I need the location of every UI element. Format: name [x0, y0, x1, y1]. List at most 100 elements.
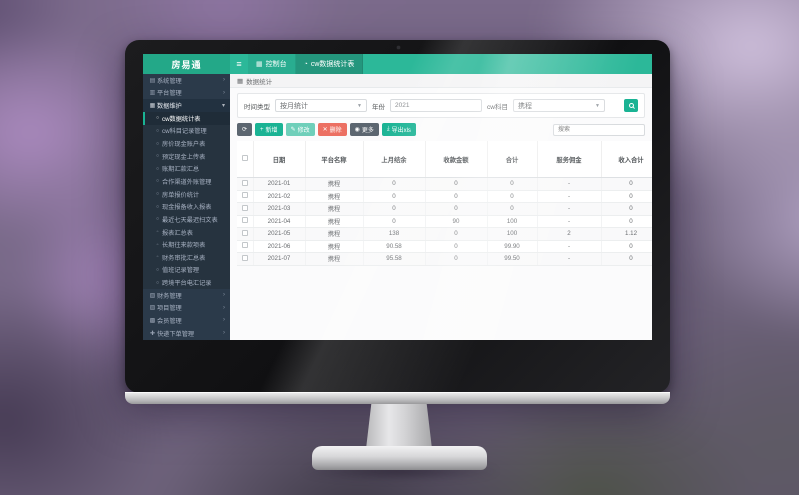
select-all-checkbox[interactable] — [241, 155, 248, 161]
app-logo: 房易通 — [143, 54, 230, 74]
sidebar-item[interactable]: ○ 值班记录管理 — [143, 263, 230, 277]
table-cell: 2021-06 — [253, 240, 306, 253]
sidebar-item-label: 系统管理 — [157, 77, 182, 85]
sidebar-item[interactable]: ▫ 报表汇总表 — [143, 225, 230, 239]
row-checkbox[interactable] — [241, 217, 248, 224]
sidebar-item[interactable]: ○ 跨境平台电汇记录 — [143, 276, 230, 289]
table-cell: 0 — [425, 227, 488, 241]
circle-icon: ○ — [155, 203, 160, 210]
table-cell: 0 — [487, 190, 538, 203]
edit-button[interactable]: ✎ 修改 — [285, 123, 315, 136]
circle-icon: ○ — [155, 115, 160, 122]
sidebar-item-label: 现金报备收入报表 — [162, 204, 212, 212]
app-header: 房易通 ≡ ▦ 控制台 ◔ cw数据统计表 — [143, 54, 652, 74]
row-checkbox[interactable] — [241, 254, 248, 261]
more-button[interactable]: ◉ 更多 — [349, 123, 379, 136]
filter-type-label: 时间类型 — [244, 103, 270, 111]
row-checkbox[interactable] — [241, 204, 248, 211]
circle-icon: ○ — [155, 153, 160, 160]
grid-icon: ▦ — [237, 77, 244, 85]
row-checkbox[interactable] — [241, 242, 248, 249]
table-cell: 95.58 — [363, 252, 426, 266]
export-button[interactable]: ⤓ 导出xls — [381, 123, 416, 136]
sidebar-item-label: 会员管理 — [157, 317, 182, 325]
webcam-icon — [396, 46, 400, 49]
sidebar-item[interactable]: ○ 合作渠道外账管理 — [143, 175, 230, 188]
table-cell: 2 — [537, 227, 602, 241]
year-input[interactable] — [390, 99, 482, 112]
sidebar-item-label: 项目管理 — [157, 305, 182, 313]
sidebar-item[interactable]: ○ 房价现金账户表 — [143, 137, 230, 150]
sidebar-item[interactable]: ○ 现金报备收入报表 — [143, 200, 230, 214]
table-cell: 携程 — [305, 190, 364, 203]
plus-button[interactable]: + 新增 — [255, 123, 283, 136]
select-all-header — [237, 141, 254, 178]
member-icon: ▩ — [149, 317, 156, 324]
table-cell: 0 — [363, 215, 426, 228]
delete-icon: ✕ — [322, 127, 328, 133]
refresh-button[interactable]: ⟳ — [237, 123, 253, 136]
table-cell: 携程 — [305, 215, 364, 228]
table-cell: 0 — [363, 177, 426, 191]
table-search-input[interactable] — [553, 123, 645, 136]
sidebar-item[interactable]: ○ 房单报价统计 — [143, 187, 230, 201]
filter-bar: 时间类型 按月统计 ▼ 年份 cw科目 携程 ▼ — [237, 93, 645, 118]
sidebar-item[interactable]: ▥ 平台管理 › — [143, 87, 230, 100]
sidebar-item[interactable]: ○ 预定现金上传表 — [143, 149, 230, 163]
monitor-frame: 房易通 ≡ ▦ 控制台 ◔ cw数据统计表 ▤ 系统管理 › ▥ 平台管理 › ▦ 数据维护 ▾… — [125, 40, 670, 412]
table-cell: 0 — [487, 202, 538, 216]
tab-console[interactable]: ▦ 控制台 — [248, 54, 296, 74]
filter-search-button[interactable] — [624, 99, 638, 112]
table-cell: 2021-01 — [253, 177, 306, 191]
column-header: 服务佣金 — [537, 141, 602, 178]
sidebar-item-label: 跨境平台电汇记录 — [162, 280, 212, 288]
table-cell: 90 — [425, 215, 488, 228]
delete-button[interactable]: ✕ 删除 — [317, 123, 347, 136]
tab-label: cw数据统计表 — [310, 61, 355, 68]
selected-value: 按月统计 — [280, 102, 308, 110]
filter-type-select[interactable]: 按月统计 ▼ — [275, 99, 367, 112]
tab-cw-statistics[interactable]: ◔ cw数据统计表 — [295, 54, 364, 74]
stand-base — [312, 446, 487, 470]
checkbox-cell — [237, 252, 254, 266]
sidebar-item[interactable]: ✚ 快递下单管理 › — [143, 327, 230, 340]
desktop-icon: ▤ — [149, 77, 156, 84]
sidebar-item[interactable]: ▨ 项目管理 › — [143, 302, 230, 315]
sidebar-item[interactable]: ○ 最近七天最迟扫文表 — [143, 213, 230, 226]
sidebar-item[interactable]: ▩ 会员管理 › — [143, 314, 230, 327]
filter-subject-select[interactable]: 携程 ▼ — [512, 99, 605, 112]
sidebar-item[interactable]: ○ cw科目记录管理 — [143, 124, 230, 138]
row-checkbox[interactable] — [241, 179, 248, 186]
row-checkbox[interactable] — [241, 192, 248, 199]
sidebar-item[interactable]: ○ cw数据统计表 — [143, 111, 230, 125]
table-cell: - — [537, 177, 602, 191]
circle-icon: ○ — [155, 216, 160, 223]
menu-toggle-icon[interactable]: ≡ — [236, 59, 242, 69]
row-checkbox[interactable] — [241, 229, 248, 236]
table-cell: 0 — [601, 215, 652, 228]
sidebar-item-label: 账期汇款汇总 — [162, 166, 200, 174]
sidebar-item[interactable]: ▧ 财务管理 › — [143, 289, 230, 302]
circle-icon: ○ — [155, 178, 160, 185]
sidebar-item[interactable]: ▫ 财务审批汇总表 — [143, 250, 230, 264]
sidebar-item[interactable]: ▫ 长期往来款项表 — [143, 238, 230, 251]
table-cell: 0 — [601, 252, 652, 266]
table-cell: 0 — [601, 202, 652, 216]
checkbox-cell — [237, 202, 254, 216]
sidebar-item[interactable]: ▤ 系统管理 › — [143, 74, 230, 87]
sidebar-item[interactable]: ▦ 数据维护 ▾ — [143, 99, 230, 112]
column-header: 日期 — [253, 141, 306, 178]
sidebar-item-label: 最近七天最迟扫文表 — [162, 216, 218, 224]
table-cell: - — [537, 240, 602, 253]
sidebar-item[interactable]: ○ 账期汇款汇总 — [143, 162, 230, 176]
export-icon: ⤓ — [386, 126, 390, 132]
content-area: 时间类型 按月统计 ▼ 年份 cw科目 携程 ▼ — [230, 88, 652, 340]
breadcrumb: ▦ 数据统计 — [230, 74, 652, 88]
chevron-right-icon: › — [223, 89, 225, 96]
sidebar-item-label: 长期往来款项表 — [162, 242, 206, 250]
